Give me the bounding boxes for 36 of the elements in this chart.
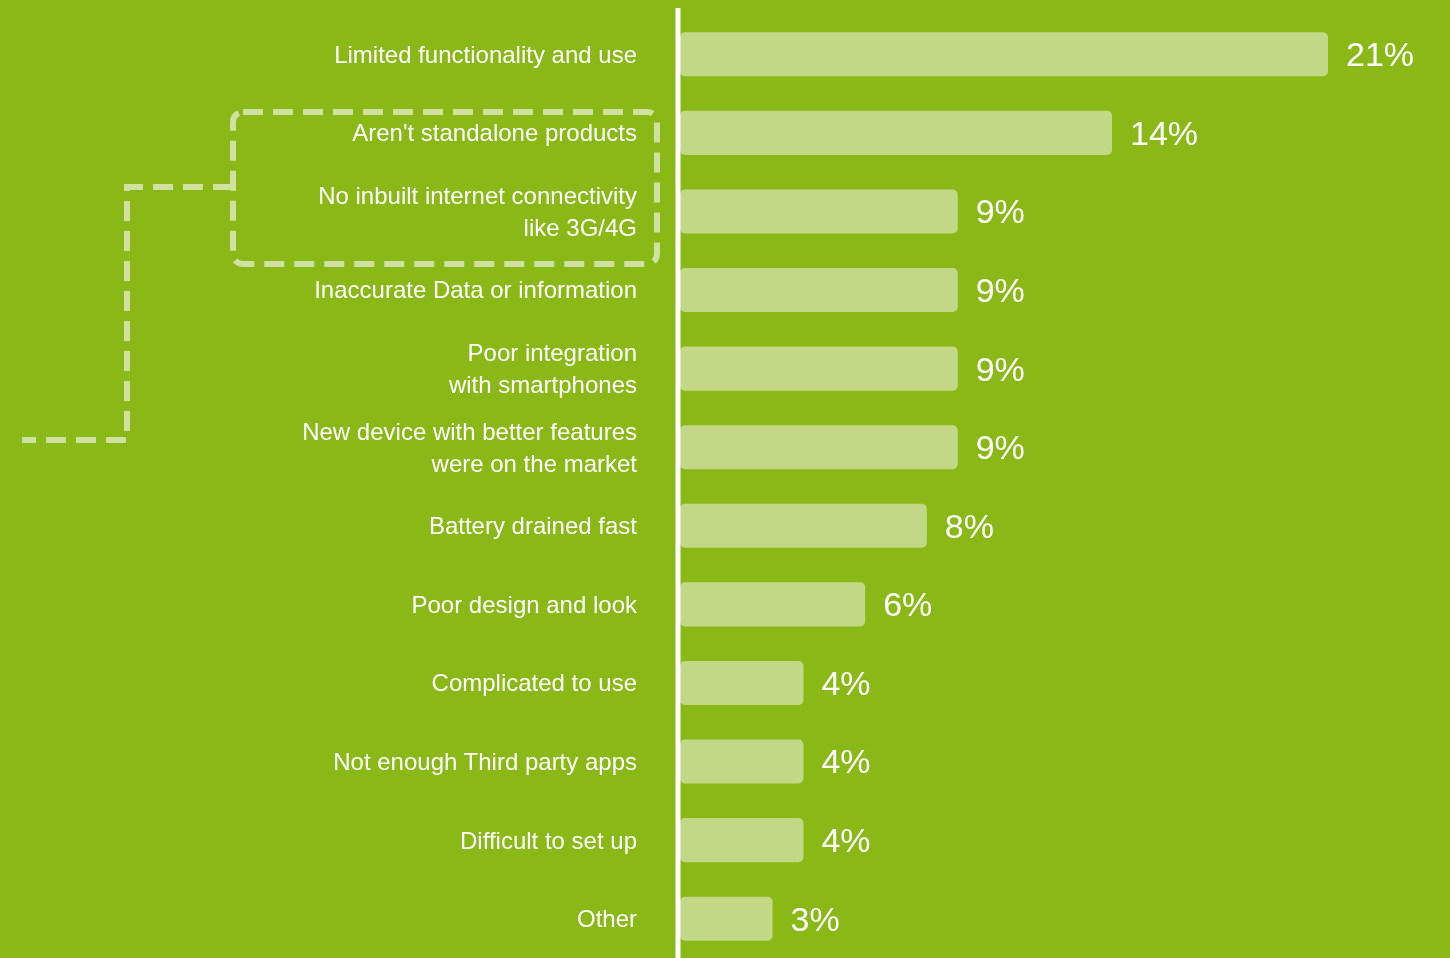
bar bbox=[680, 818, 804, 863]
y-tick-label: Not enough Third party apps bbox=[333, 747, 637, 775]
data-label: 21% bbox=[1346, 35, 1415, 74]
y-tick-label: Poor design and look bbox=[411, 590, 638, 618]
y-tick-label: Difficult to set up bbox=[460, 826, 637, 854]
data-label: 9% bbox=[975, 270, 1025, 309]
bar bbox=[680, 32, 1328, 77]
bar bbox=[680, 346, 958, 391]
y-tick-label: Inaccurate Data or information bbox=[314, 276, 637, 304]
data-label: 4% bbox=[821, 663, 871, 702]
y-tick-label: Complicated to use bbox=[431, 669, 637, 697]
bar bbox=[680, 425, 958, 470]
bar bbox=[680, 739, 804, 784]
data-label: 14% bbox=[1130, 113, 1199, 152]
y-tick-label: Other bbox=[576, 905, 637, 933]
bar bbox=[680, 896, 773, 941]
data-label: 8% bbox=[944, 506, 994, 545]
data-label: 4% bbox=[821, 742, 871, 781]
data-label: 6% bbox=[883, 585, 933, 624]
bar bbox=[680, 110, 1112, 155]
y-tick-label: No inbuilt internet connectivity like 3G/4G bbox=[318, 181, 637, 241]
data-label: 9% bbox=[975, 192, 1025, 231]
bar bbox=[680, 268, 958, 313]
data-label: 3% bbox=[790, 899, 840, 938]
data-label: 9% bbox=[975, 349, 1025, 388]
data-label: 9% bbox=[975, 428, 1025, 467]
y-tick-label: New device with better features were on the market bbox=[302, 417, 638, 477]
y-tick-label: Poor integration with smartphones bbox=[447, 339, 637, 399]
bar bbox=[680, 503, 927, 548]
y-tick-label: Battery drained fast bbox=[428, 512, 638, 540]
bar bbox=[680, 660, 804, 705]
y-tick-label: Limited functionality and use bbox=[334, 40, 637, 68]
bar bbox=[680, 189, 958, 234]
bar bbox=[680, 582, 866, 627]
data-label: 4% bbox=[821, 821, 871, 860]
y-tick-label: Aren't standalone products bbox=[352, 119, 637, 147]
